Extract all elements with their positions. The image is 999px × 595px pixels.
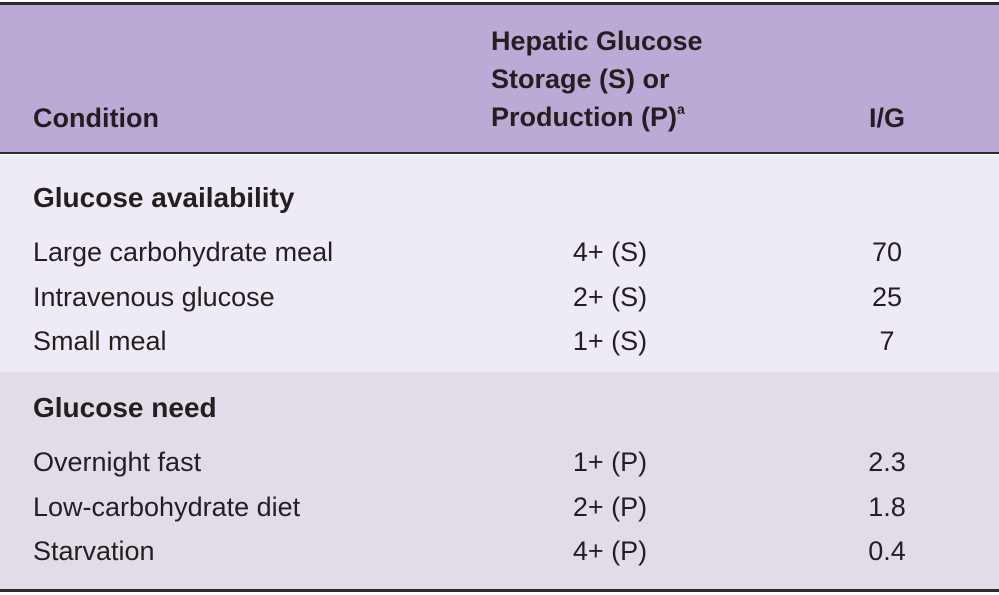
- table-cell: Intravenous glucose: [33, 281, 275, 312]
- table-cell: Starvation: [33, 536, 155, 566]
- table-cell: 70: [871, 237, 903, 267]
- header-cell: Hepatic Glucose Storage (S) or Productio…: [491, 22, 741, 136]
- table-cell: 25: [871, 281, 903, 312]
- table-cell: 4+ (P): [572, 536, 648, 566]
- header-rule: [0, 152, 999, 154]
- table-cell: Overnight fast: [33, 447, 202, 477]
- table-cell: 1+ (S): [572, 326, 648, 356]
- section-title: Glucose need: [33, 392, 217, 423]
- table-cell: Small meal: [33, 326, 167, 356]
- table-cell: 2+ (P): [572, 491, 648, 522]
- table-cell: 1.8: [868, 491, 906, 522]
- header-cell: Condition: [33, 103, 159, 133]
- section-background: [0, 155, 999, 372]
- table-cell: 7: [879, 326, 895, 356]
- section-title: Glucose availability: [33, 182, 295, 213]
- header-text: Hepatic Glucose Storage (S) or Productio…: [491, 26, 703, 132]
- table-cell: Large carbohydrate meal: [33, 237, 334, 267]
- table-cell: Low-carbohydrate diet: [33, 491, 301, 522]
- table-cell: 4+ (S): [572, 237, 648, 267]
- table-cell: 0.4: [868, 536, 906, 566]
- table-cell: 1+ (P): [572, 447, 648, 477]
- bottom-rule: [0, 589, 999, 592]
- header-cell: I/G: [868, 103, 906, 133]
- table-cell: 2+ (S): [572, 281, 648, 312]
- table-cell: 2.3: [868, 447, 906, 477]
- header-background: [0, 4, 999, 154]
- top-rule: [0, 2, 999, 5]
- header-superscript: a: [676, 101, 685, 117]
- section-background: [0, 372, 999, 590]
